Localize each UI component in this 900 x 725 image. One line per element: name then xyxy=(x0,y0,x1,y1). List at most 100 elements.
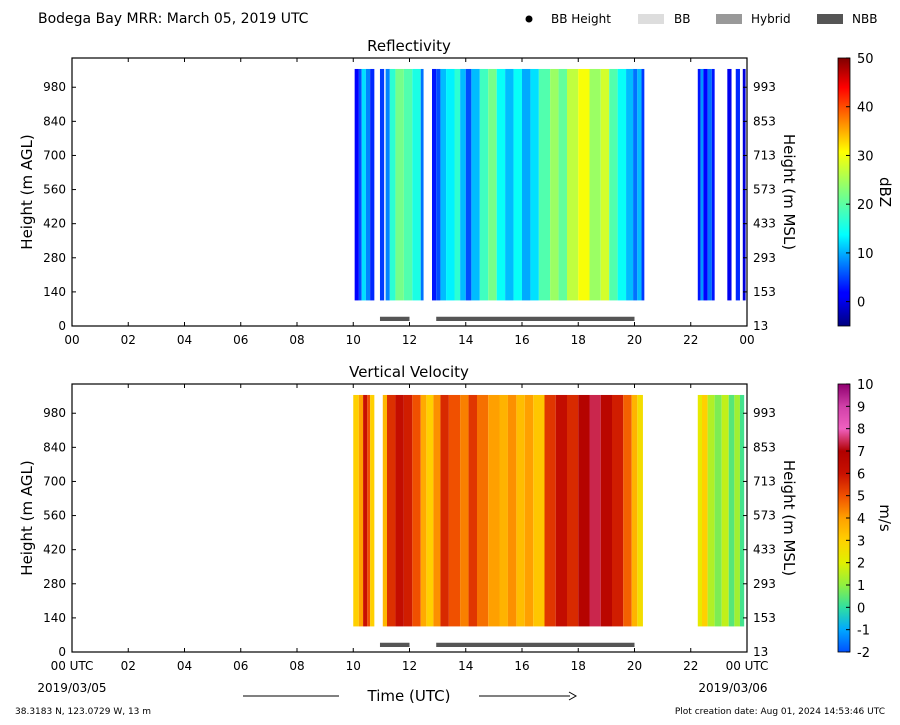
data-column xyxy=(507,394,517,627)
velocity-plot-area xyxy=(353,394,745,647)
data-column xyxy=(714,394,722,627)
data-column xyxy=(697,394,702,627)
x-tick-label: 18 xyxy=(571,659,586,673)
data-column xyxy=(496,68,506,301)
y-tick-label-right: 573 xyxy=(753,183,776,197)
x-tick-label: 08 xyxy=(289,659,304,673)
y-tick-label: 700 xyxy=(43,474,66,488)
data-column xyxy=(403,394,413,627)
colorbar-tick-label: 4 xyxy=(857,512,865,527)
data-column xyxy=(505,68,514,301)
y-tick-label: 420 xyxy=(43,543,66,557)
data-column xyxy=(460,394,469,627)
data-column xyxy=(617,68,627,301)
y-tick-label-right: 433 xyxy=(753,217,776,231)
data-column xyxy=(727,68,732,301)
station-location: 38.3183 N, 123.0729 W, 13 m xyxy=(15,707,151,717)
data-column xyxy=(412,394,421,627)
rain-type-bar-nbb xyxy=(379,316,410,321)
y-tick-label-right: 713 xyxy=(753,148,776,162)
data-column xyxy=(707,394,715,627)
y-tick-label-right: 293 xyxy=(753,251,776,265)
colorbar-tick-label: 3 xyxy=(857,534,865,549)
velocity-title: Vertical Velocity xyxy=(349,363,469,381)
colorbar-tick-label: 7 xyxy=(857,445,865,460)
colorbar-tick-label: 1 xyxy=(857,579,865,594)
nbb-legend-swatch xyxy=(817,14,843,24)
hybrid-legend-swatch xyxy=(716,14,742,24)
data-column xyxy=(600,394,612,627)
reflectivity-colorbar-label: dBZ xyxy=(876,177,894,207)
reflectivity-colorbar xyxy=(837,57,851,327)
colorbar-tick-label: 0 xyxy=(857,296,865,311)
y-tick-label: 560 xyxy=(43,183,66,197)
data-column xyxy=(513,68,522,301)
y-tick-label-right: 153 xyxy=(753,285,776,299)
data-column xyxy=(363,394,368,627)
data-column xyxy=(637,394,643,627)
data-column xyxy=(707,68,712,301)
y-tick-label: 420 xyxy=(43,217,66,231)
y-tick-label: 840 xyxy=(43,114,66,128)
data-column xyxy=(354,68,359,301)
data-column xyxy=(589,394,601,627)
data-column xyxy=(578,394,590,627)
y-tick-label-right: 13 xyxy=(753,645,768,659)
data-column xyxy=(488,394,500,627)
data-column xyxy=(385,68,390,301)
y-tick-label: 140 xyxy=(43,285,66,299)
colorbar-tick-label: 10 xyxy=(857,247,874,262)
x-tick-label: 18 xyxy=(571,333,586,347)
rain-type-bar-nbb xyxy=(379,642,410,647)
y-tick-label-right: 993 xyxy=(753,406,776,420)
y-tick-label-right: 293 xyxy=(753,577,776,591)
start-date: 2019/03/05 xyxy=(37,681,106,695)
y-tick-label-right: 993 xyxy=(753,80,776,94)
data-column xyxy=(734,394,740,627)
x-tick-label: 14 xyxy=(458,659,473,673)
data-column xyxy=(567,394,579,627)
data-column xyxy=(479,68,489,301)
data-column xyxy=(550,68,559,301)
reflectivity-panel: Reflectivity 00 02 04 06 08 10 12 14 16 18 20 22 00 … xyxy=(18,37,894,347)
reflectivity-title: Reflectivity xyxy=(367,37,451,55)
bb-height-legend-marker xyxy=(525,15,533,23)
reflectivity-ylabel-right: Height (m MSL) xyxy=(780,134,798,250)
data-column xyxy=(395,394,404,627)
data-column xyxy=(697,68,701,301)
colorbar-tick-label: -2 xyxy=(857,646,870,661)
y-tick-label: 700 xyxy=(43,148,66,162)
data-column xyxy=(499,394,508,627)
data-column xyxy=(600,68,610,301)
x-tick-label: 20 xyxy=(627,333,642,347)
data-column xyxy=(589,68,601,301)
y-tick-label: 840 xyxy=(43,440,66,454)
x-tick-label: 00 xyxy=(64,333,79,347)
data-column xyxy=(465,68,472,301)
y-tick-label-right: 573 xyxy=(753,509,776,523)
data-column xyxy=(633,68,638,301)
x-tick-label: 06 xyxy=(233,333,248,347)
data-column xyxy=(420,394,427,627)
data-column xyxy=(460,68,466,301)
y-tick-label-right: 853 xyxy=(753,114,776,128)
data-column xyxy=(702,394,708,627)
data-column xyxy=(530,68,539,301)
end-date: 2019/03/06 xyxy=(698,681,767,695)
data-column xyxy=(703,68,708,301)
data-column xyxy=(728,394,735,627)
data-column xyxy=(544,394,556,627)
data-column xyxy=(446,68,455,301)
data-column xyxy=(516,394,525,627)
x-tick-label: 12 xyxy=(402,659,417,673)
x-tick-label: 10 xyxy=(346,659,361,673)
colorbar-tick-label: 6 xyxy=(857,467,865,482)
y-tick-label: 0 xyxy=(58,645,66,659)
data-column xyxy=(370,68,375,301)
x-tick-label: 00 UTC xyxy=(51,659,94,673)
data-column xyxy=(358,68,362,301)
rain-type-legend: BB Height BB Hybrid NBB xyxy=(525,12,877,26)
y-tick-label: 980 xyxy=(43,406,66,420)
data-column xyxy=(361,68,366,301)
y-tick-label: 280 xyxy=(43,577,66,591)
